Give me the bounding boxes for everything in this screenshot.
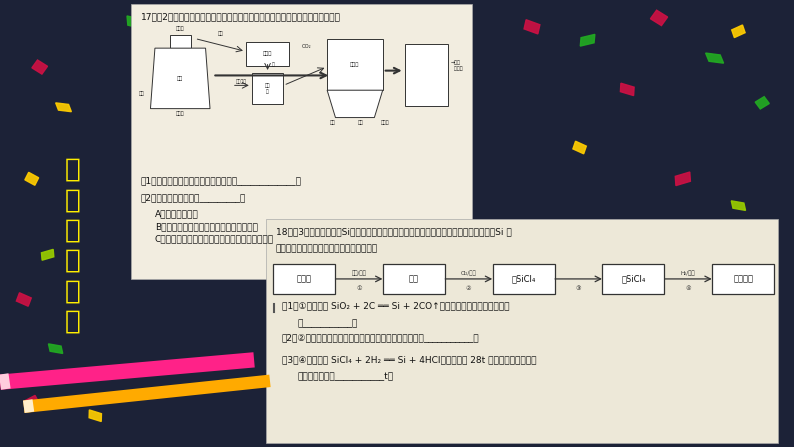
Text: 纯SiCl₄: 纯SiCl₄: [621, 274, 646, 283]
Text: ④: ④: [685, 286, 691, 291]
Polygon shape: [468, 422, 484, 436]
Text: 18．（3分）高纯度硅（Si）是集成电路核心电子元器件的主要材料。工业上冶炼粗硅（Si 和: 18．（3分）高纯度硅（Si）是集成电路核心电子元器件的主要材料。工业上冶炼粗硅…: [276, 227, 511, 236]
Polygon shape: [620, 83, 634, 96]
FancyBboxPatch shape: [273, 264, 335, 294]
Text: 碳化塔: 碳化塔: [350, 62, 360, 67]
Text: 生: 生: [65, 157, 81, 183]
Polygon shape: [151, 48, 210, 109]
Text: 燃料: 燃料: [177, 76, 183, 81]
FancyBboxPatch shape: [266, 219, 778, 443]
Polygon shape: [206, 11, 222, 25]
Text: 是___________。: 是___________。: [298, 319, 358, 328]
Polygon shape: [573, 141, 586, 154]
Text: 窑气: 窑气: [218, 31, 223, 36]
Text: 净化器: 净化器: [263, 51, 272, 56]
Polygon shape: [675, 172, 691, 186]
Text: 碳化塔: 碳化塔: [381, 120, 390, 125]
Polygon shape: [731, 201, 746, 211]
Polygon shape: [56, 103, 71, 112]
FancyBboxPatch shape: [603, 264, 665, 294]
FancyBboxPatch shape: [383, 264, 445, 294]
Text: 析: 析: [65, 309, 81, 335]
Text: ②: ②: [466, 286, 472, 291]
Polygon shape: [650, 10, 668, 25]
Polygon shape: [24, 396, 40, 409]
Text: 分: 分: [65, 278, 81, 304]
Polygon shape: [555, 305, 572, 320]
Text: 生石灰等: 生石灰等: [236, 79, 247, 84]
Polygon shape: [41, 249, 54, 260]
Text: 际: 际: [65, 248, 81, 274]
Text: 消化
器: 消化 器: [265, 83, 270, 94]
Polygon shape: [25, 173, 39, 185]
Polygon shape: [327, 90, 383, 118]
Polygon shape: [48, 344, 63, 354]
Polygon shape: [89, 410, 102, 422]
FancyBboxPatch shape: [492, 264, 554, 294]
FancyBboxPatch shape: [170, 35, 191, 48]
Polygon shape: [580, 34, 595, 46]
Polygon shape: [619, 244, 635, 257]
Text: （2）②中发生了化合反应，请写出该反应的化学方程式：___________。: （2）②中发生了化合反应，请写出该反应的化学方程式：___________。: [282, 333, 480, 342]
Text: ③: ③: [576, 286, 581, 291]
Text: 浆池: 浆池: [330, 120, 336, 125]
Text: Cl₂/高温: Cl₂/高温: [461, 270, 476, 276]
Text: （1）碳化塔中发生反应的化学方程式为_____________。: （1）碳化塔中发生反应的化学方程式为_____________。: [141, 176, 302, 185]
Text: （2）下列说法正确的是_________。: （2）下列说法正确的是_________。: [141, 193, 246, 202]
Text: 高纯度硅: 高纯度硅: [733, 274, 754, 283]
FancyBboxPatch shape: [327, 39, 383, 90]
Polygon shape: [565, 392, 578, 404]
Text: A．窑气是纯净物: A．窑气是纯净物: [155, 210, 198, 219]
Polygon shape: [716, 275, 729, 288]
Text: 实: 实: [65, 218, 81, 244]
Text: 粗SiCl₄: 粗SiCl₄: [511, 274, 536, 283]
Text: 杂质）制取高纯度硅的简易流程如图所示。: 杂质）制取高纯度硅的简易流程如图所示。: [276, 244, 378, 253]
Polygon shape: [17, 293, 31, 306]
FancyBboxPatch shape: [405, 44, 449, 106]
Polygon shape: [524, 20, 540, 34]
Text: 精砂粒: 精砂粒: [297, 274, 311, 283]
FancyBboxPatch shape: [246, 42, 289, 66]
Text: 粗硅: 粗硅: [409, 274, 419, 283]
Text: 空气: 空气: [138, 91, 145, 96]
Polygon shape: [652, 338, 666, 350]
Text: 17．（2分）工业上用石灰石等物质为原料制备轻质碳酸钙，主要流程如图所示。: 17．（2分）工业上用石灰石等物质为原料制备轻质碳酸钙，主要流程如图所示。: [141, 13, 341, 21]
Text: 要的氢气质量为___________t。: 要的氢气质量为___________t。: [298, 372, 394, 381]
Text: 焦炭/高温: 焦炭/高温: [352, 270, 366, 276]
FancyBboxPatch shape: [131, 4, 472, 279]
Text: （3）④中反应为 SiCl₄ + 2H₂ ══ Si + 4HCl，若要制得 28t 高纯度硅，理论上需: （3）④中反应为 SiCl₄ + 2H₂ ══ Si + 4HCl，若要制得 2…: [282, 356, 537, 365]
Text: 水: 水: [272, 62, 275, 67]
Polygon shape: [699, 409, 715, 422]
Polygon shape: [391, 39, 403, 51]
Text: 产: 产: [65, 187, 81, 213]
Polygon shape: [706, 53, 723, 63]
Text: →轻质
  碳酸钙: →轻质 碳酸钙: [451, 60, 462, 71]
Text: H₂/高温: H₂/高温: [681, 270, 696, 276]
Polygon shape: [437, 7, 452, 20]
Polygon shape: [127, 16, 143, 29]
Text: C．得到的轻质碳酸钙比石灰石中碳酸钙的纯度高: C．得到的轻质碳酸钙比石灰石中碳酸钙的纯度高: [155, 235, 274, 244]
Text: 石灰石: 石灰石: [176, 26, 184, 31]
Text: （1）①中反应为 SiO₂ + 2C ══ Si + 2CO↑，其中化合价发生改变的元素: （1）①中反应为 SiO₂ + 2C ══ Si + 2CO↑，其中化合价发生改…: [282, 302, 510, 311]
Text: B．柴油的作用之一是分离生石灰中的杂质: B．柴油的作用之一是分离生石灰中的杂质: [155, 222, 258, 231]
Text: 石灰窑: 石灰窑: [176, 111, 184, 116]
Polygon shape: [755, 355, 769, 369]
FancyBboxPatch shape: [252, 73, 283, 104]
Polygon shape: [755, 97, 769, 109]
Text: ①: ①: [357, 286, 362, 291]
Text: CO₂: CO₂: [302, 43, 311, 49]
FancyBboxPatch shape: [712, 264, 774, 294]
Polygon shape: [732, 25, 745, 38]
Polygon shape: [32, 60, 48, 74]
Text: 废液: 废液: [357, 120, 364, 125]
